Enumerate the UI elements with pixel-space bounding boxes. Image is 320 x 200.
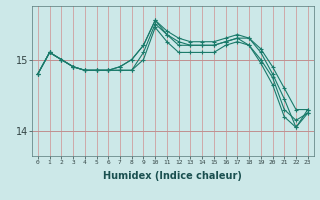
- X-axis label: Humidex (Indice chaleur): Humidex (Indice chaleur): [103, 171, 242, 181]
